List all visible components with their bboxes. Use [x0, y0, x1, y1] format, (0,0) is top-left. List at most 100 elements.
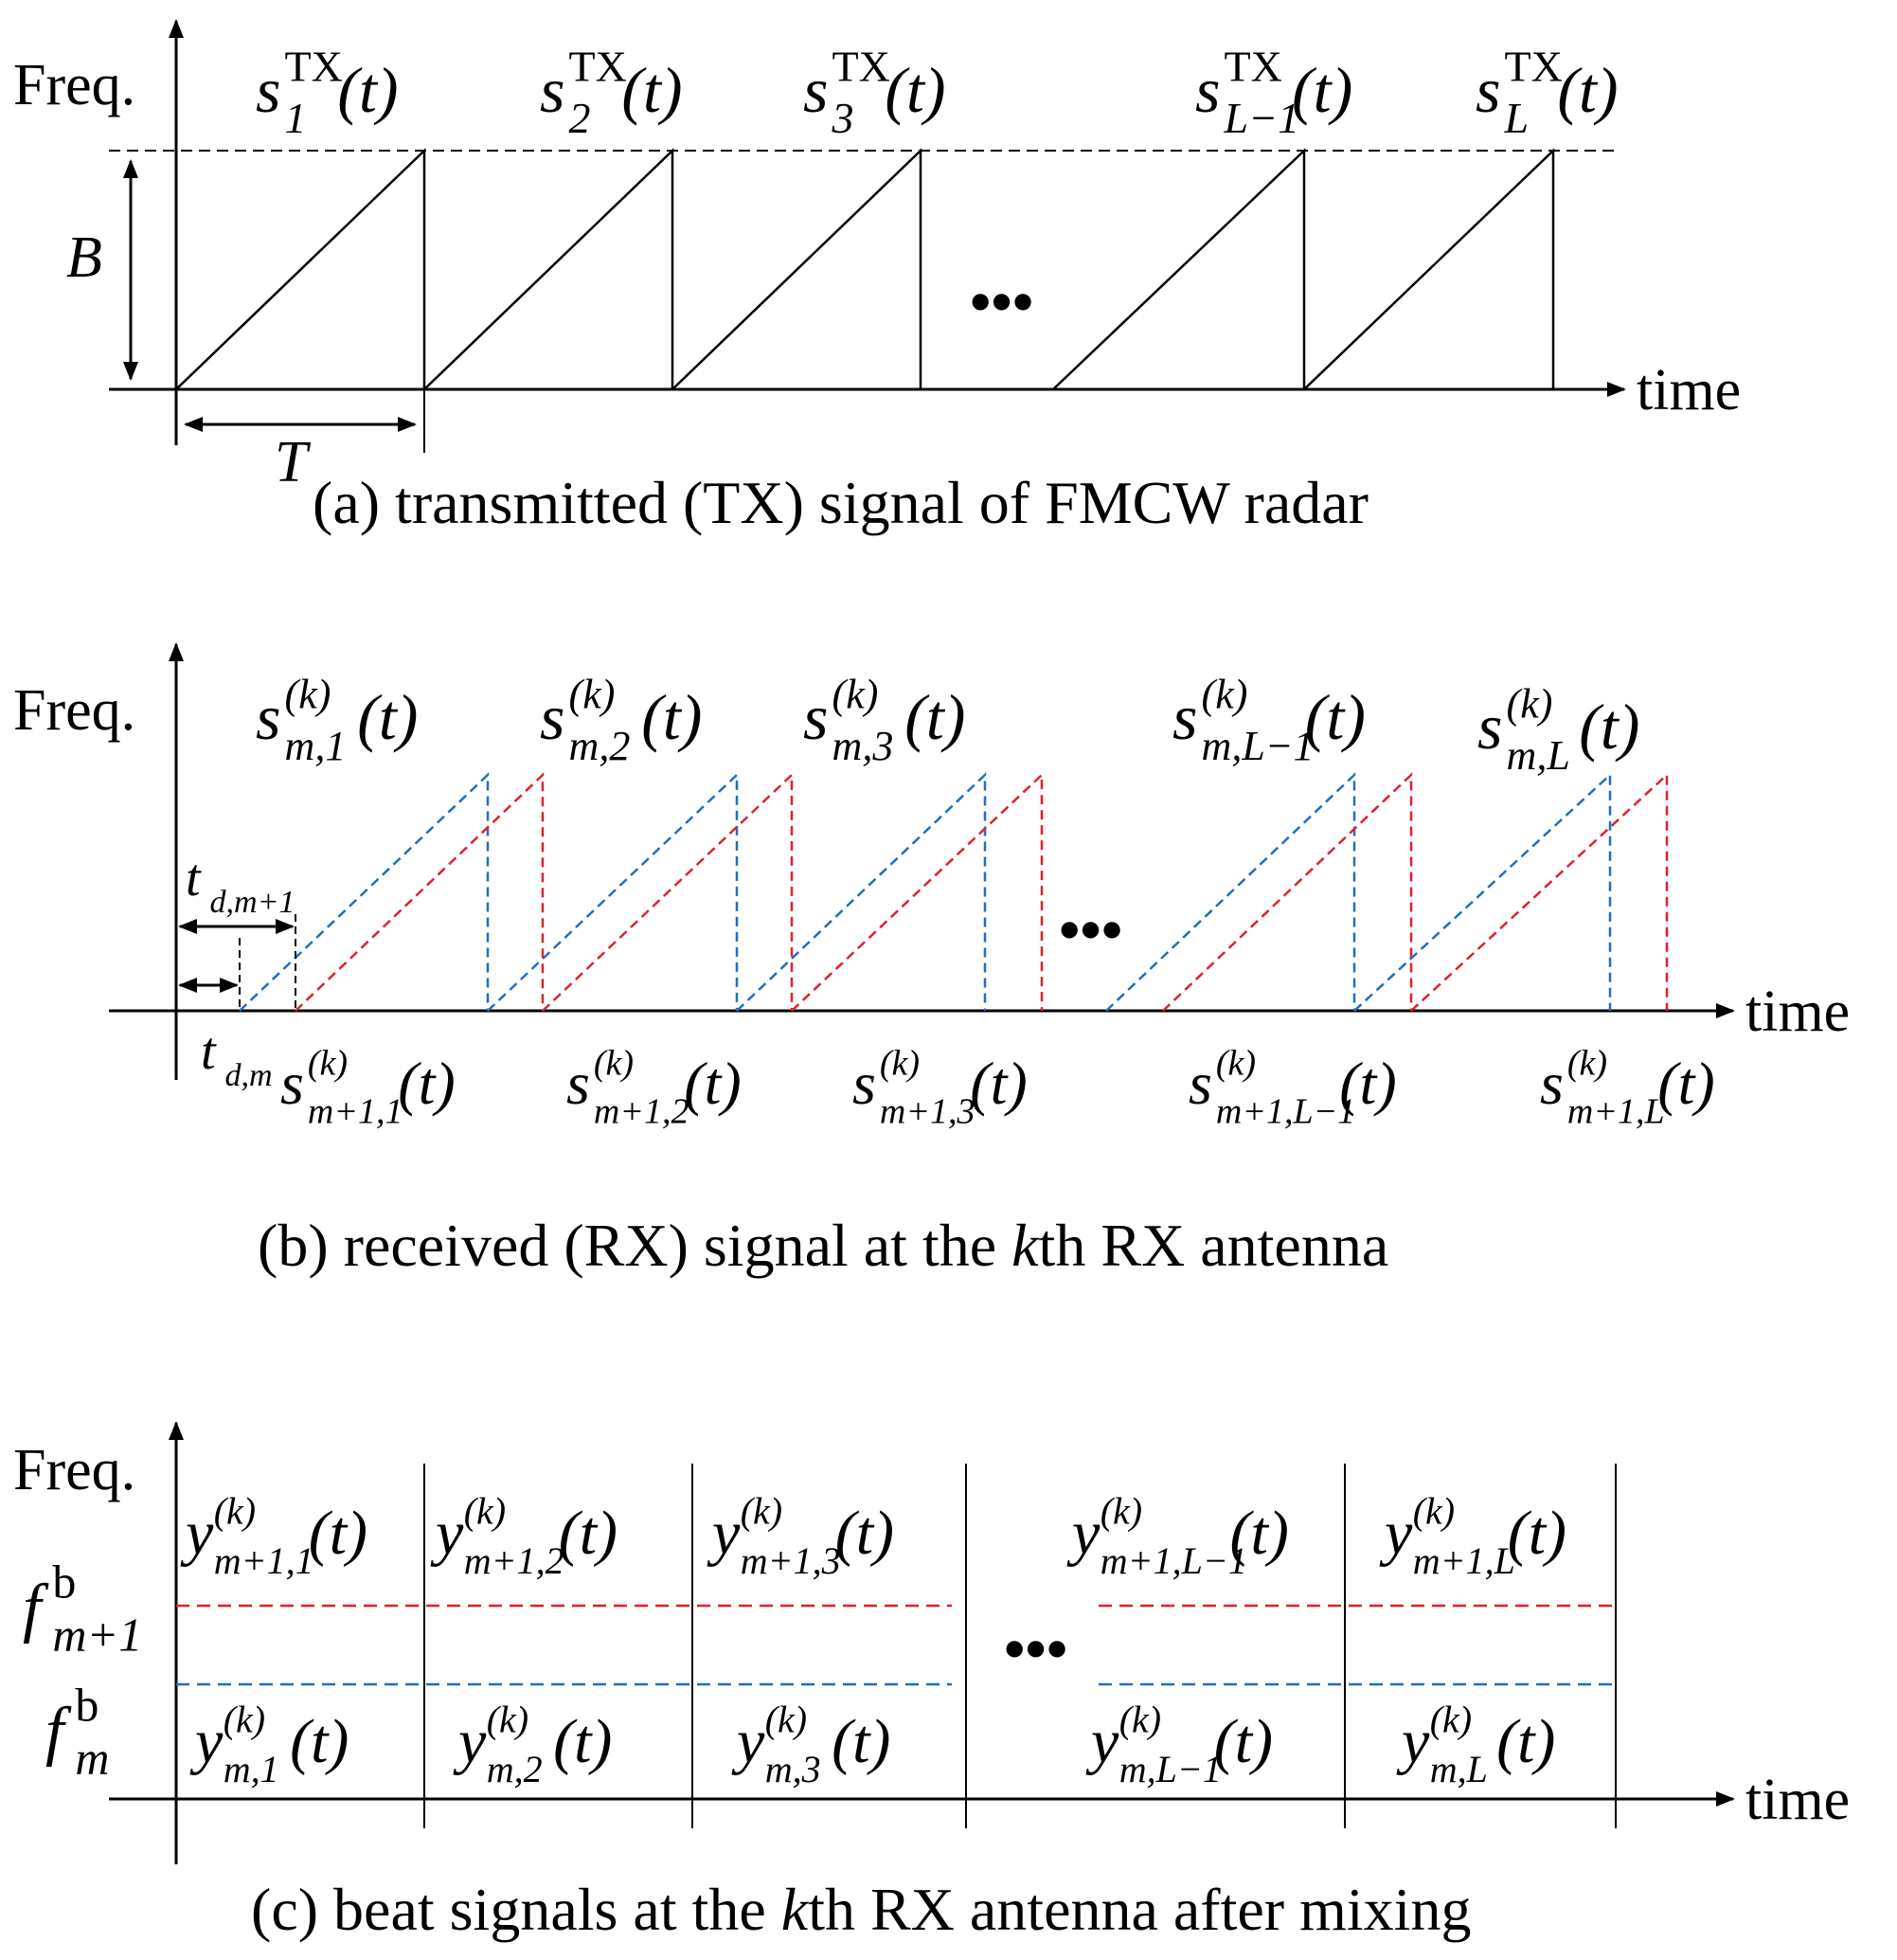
- tx-chirp-l: [1303, 148, 1555, 390]
- rx-bottom-label-2-base: s: [566, 1050, 590, 1117]
- beat-top-label-3-sub: m+1,3: [741, 1539, 841, 1582]
- beat-bottom-label-4-arg: (t): [1214, 1707, 1273, 1776]
- rx-bottom-label-2-sup: (k): [594, 1043, 634, 1083]
- beat-bottom-label-2-base: y: [453, 1707, 487, 1776]
- beat-freq-label-m1-base: f: [23, 1572, 49, 1645]
- beat-freq-label-m1-sup: b: [52, 1555, 76, 1608]
- rx-bottom-label-1-arg: (t): [398, 1050, 455, 1117]
- beat-top-label-1-sup: (k): [214, 1489, 256, 1532]
- panel-a: Freq. time B T ••• s TX1 (t) s TX2 (t) s TX3 (t)…: [13, 19, 1741, 536]
- rx-chirp-m-1: [239, 772, 490, 1012]
- beat-bottom-label-1-sub: m,1: [224, 1748, 279, 1790]
- beat-freq-label-m: f bm: [45, 1678, 110, 1784]
- tx-label-2: s TX2 (t): [540, 42, 683, 141]
- beat-bottom-label-4-sub: m,L−1: [1119, 1748, 1222, 1790]
- beat-freq-label-m-sub: m: [75, 1731, 109, 1784]
- delay-label-m1-base: t: [186, 849, 202, 908]
- beat-bottom-label-5-base: y: [1396, 1707, 1430, 1776]
- beat-top-label-5-sub: m+1,L: [1413, 1539, 1515, 1582]
- beat-top-label-4-sub: m+1,L−1: [1101, 1539, 1247, 1582]
- rx-chirp-m-3: [736, 772, 987, 1012]
- rx-top-label-4-sub: m,L−1: [1202, 723, 1315, 769]
- panel-b-caption: (b) received (RX) signal at the kth RX a…: [258, 1212, 1388, 1279]
- rx-bottom-label-4-sup: (k): [1216, 1043, 1256, 1083]
- rx-bottom-label-1-sub: m+1,1: [308, 1091, 403, 1131]
- panel-c-time-label: time: [1745, 1768, 1850, 1832]
- rx-bottom-label-3-base: s: [852, 1050, 876, 1117]
- rx-bottom-label-4-sub: m+1,L−1: [1216, 1091, 1355, 1131]
- rx-bottom-label-4-base: s: [1189, 1050, 1212, 1117]
- panel-c-caption: (c) beat signals at the kth RX antenna a…: [251, 1876, 1471, 1943]
- tx-chirp-2: [423, 148, 674, 390]
- beat-top-label-1-sub: m+1,1: [214, 1539, 314, 1582]
- beat-bottom-label-2-sup: (k): [487, 1698, 528, 1740]
- panel-b-time-label: time: [1745, 980, 1850, 1044]
- rx-top-label-1: s (k) m,1 (t): [256, 671, 418, 768]
- beat-top-label-5-sup: (k): [1413, 1489, 1455, 1532]
- tx-label-2-arg: (t): [621, 54, 682, 126]
- rx-bottom-label-2-sub: m+1,2: [594, 1091, 689, 1131]
- beat-bottom-label-3-sub: m,3: [765, 1748, 821, 1790]
- delay-label-m-sub: d,m: [225, 1058, 273, 1093]
- tx-label-3-arg: (t): [885, 54, 945, 126]
- beat-bottom-label-4-base: y: [1085, 1707, 1119, 1776]
- beat-bottom-label-3: y (k) m,3 (t): [731, 1698, 890, 1790]
- beat-bottom-label-2: y (k) m,2 (t): [453, 1698, 612, 1790]
- panel-c-caption-pre: (c) beat signals at the: [251, 1876, 781, 1943]
- panel-b-caption-post: th RX antenna: [1039, 1212, 1389, 1279]
- rx-top-label-3: s (k) m,3 (t): [803, 671, 965, 768]
- beat-bottom-label-1: y (k) m,1 (t): [189, 1698, 349, 1790]
- rx-bottom-label-1: s (k) m+1,1(t): [280, 1043, 456, 1131]
- panel-c-freq-label: Freq.: [13, 1438, 135, 1502]
- rx-top-label-3-arg: (t): [904, 681, 965, 753]
- rx-top-label-5-sub: m,L: [1507, 732, 1570, 779]
- rx-chirp-m1-2: [542, 772, 794, 1012]
- tx-chirp-3: [671, 148, 922, 390]
- rx-top-label-1-sub: m,1: [285, 723, 347, 769]
- tx-chirp-l-1: [1052, 148, 1306, 390]
- beat-bottom-label-1-sup: (k): [224, 1698, 265, 1740]
- bandwidth-label: B: [66, 225, 102, 290]
- rx-top-label-1-base: s: [256, 681, 280, 753]
- beat-top-label-3-base: y: [707, 1499, 741, 1568]
- tx-label-1-base: s: [256, 54, 280, 126]
- beat-top-label-5-arg: (t): [1508, 1499, 1566, 1568]
- delay-label-m1: t d,m+1: [186, 849, 295, 920]
- panel-b-caption-k: k: [1011, 1212, 1040, 1279]
- rx-top-label-2-sub: m,2: [569, 723, 631, 769]
- rx-chirp-m1-l-1: [1162, 772, 1413, 1012]
- rx-bottom-label-1-sup: (k): [308, 1043, 348, 1083]
- delay-label-m1-sub: d,m+1: [210, 885, 295, 920]
- rx-bottom-label-1-base: s: [280, 1050, 304, 1117]
- rx-signal-m1: [295, 772, 1669, 1012]
- panel-c-caption-post: th RX antenna after mixing: [808, 1876, 1471, 1943]
- tx-chirp-1: [175, 148, 426, 390]
- beat-top-label-4-arg: (t): [1230, 1499, 1289, 1568]
- rx-top-label-2-base: s: [540, 681, 564, 753]
- beat-bottom-label-1-arg: (t): [290, 1707, 349, 1776]
- beat-bottom-label-5-sup: (k): [1430, 1698, 1472, 1740]
- beat-top-label-2-sub: m+1,2: [464, 1539, 564, 1582]
- beat-top-label-3: y (k) m+1,3(t): [707, 1489, 894, 1582]
- tx-label-4-arg: (t): [1292, 54, 1352, 126]
- beat-top-label-1: y (k) m+1,1(t): [180, 1489, 367, 1582]
- period-label: T: [275, 430, 312, 494]
- rx-bottom-label-5-base: s: [1540, 1050, 1564, 1117]
- beat-freq-label-m1: f bm+1: [23, 1555, 142, 1661]
- panel-a-freq-label: Freq.: [13, 53, 135, 117]
- panel-b-bottom-labels: s (k)m+1,1(t) s (k)m+1,2(t) s (k)m+1,3(t) s (k)…: [280, 1043, 1715, 1131]
- rx-chirp-m1-3: [791, 772, 1044, 1012]
- rx-bottom-label-5-sup: (k): [1567, 1043, 1607, 1083]
- rx-top-label-5: s (k) m,L (t): [1477, 680, 1639, 778]
- rx-bottom-label-4-arg: (t): [1339, 1050, 1396, 1117]
- beat-top-label-2: y (k) m+1,2(t): [430, 1489, 617, 1582]
- rx-bottom-label-3-sub: m+1,3: [880, 1091, 975, 1131]
- panel-c-bottom-labels: y (k)m,1 (t) y (k)m,2 (t) y (k)m,3 (t) y (k)m,L−1(…: [189, 1698, 1555, 1790]
- tx-label-2-base: s: [540, 54, 564, 126]
- tx-label-4: s TXL−1(t): [1195, 42, 1352, 141]
- tx-label-1-sub: 1: [285, 94, 307, 142]
- beat-freq-label-m1-sub: m+1: [52, 1608, 142, 1661]
- panel-b-delay-labels: t d,m+1t d,m: [186, 849, 295, 1093]
- panel-a-caption: (a) transmitted (TX) signal of FMCW rada…: [313, 469, 1369, 536]
